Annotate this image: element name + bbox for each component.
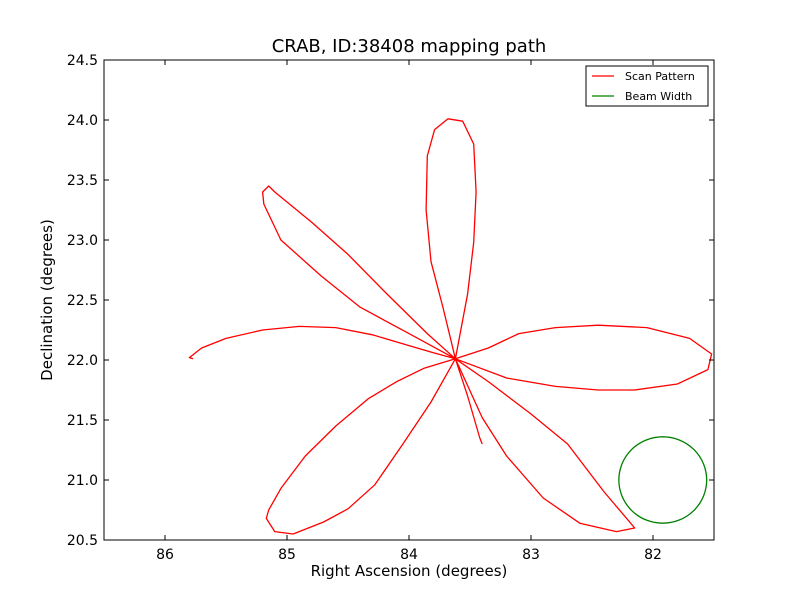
legend-box [585,65,709,107]
y-tick-label: 22.0 [67,353,98,369]
beam-width-circle [618,436,708,524]
y-tick-label: 21.0 [67,473,98,489]
y-tick-label: 21.5 [67,413,98,429]
y-tick-label: 22.5 [67,293,98,309]
legend: Scan Pattern Beam Width [585,65,709,107]
x-tick-label: 86 [156,547,174,563]
y-tick-label: 20.5 [67,533,98,549]
y-tick-label: 24.0 [67,113,98,129]
legend-label-beam-width: Beam Width [625,90,692,103]
y-tick-label: 24.5 [67,53,98,69]
legend-label-scan-pattern: Scan Pattern [625,70,695,83]
x-tick-label: 85 [278,547,296,563]
x-tick-label: 82 [644,547,662,563]
chart-title: CRAB, ID:38408 mapping path [272,36,547,57]
y-tick-label: 23.0 [67,233,98,249]
x-axis-label: Right Ascension (degrees) [311,562,508,580]
x-tick-label: 83 [522,547,540,563]
y-tick-label: 23.5 [67,173,98,189]
scan-pattern-line [188,118,713,535]
x-tick-label: 84 [400,547,418,563]
y-axis-label: Declination (degrees) [38,219,56,381]
